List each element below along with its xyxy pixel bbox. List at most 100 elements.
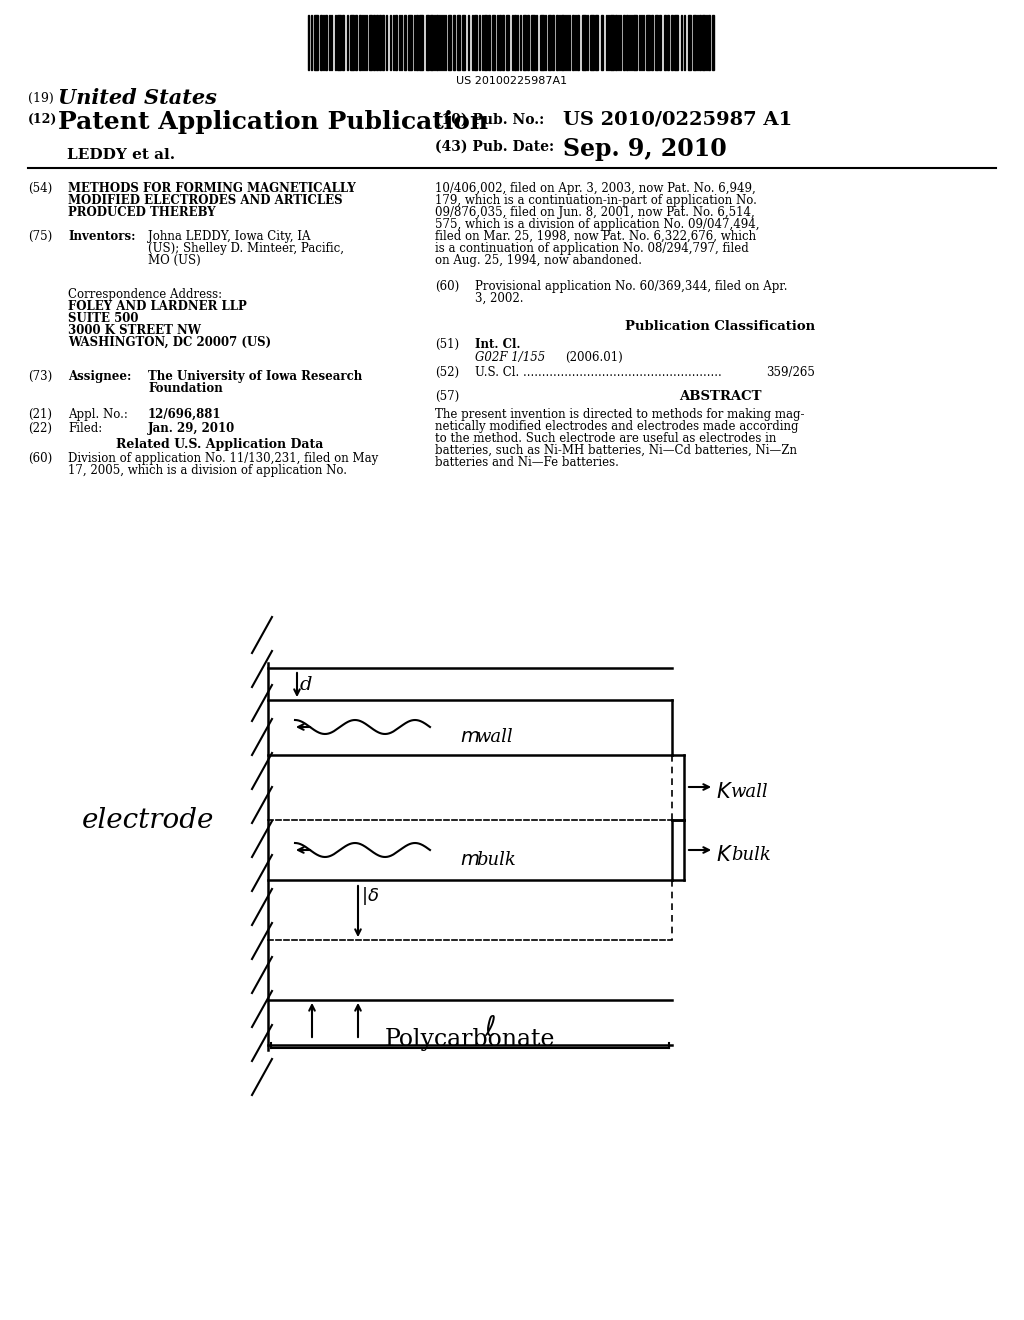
Text: $m$: $m$ <box>460 851 479 869</box>
Text: (75): (75) <box>28 230 52 243</box>
Bar <box>582 15 586 70</box>
Text: (73): (73) <box>28 370 52 383</box>
Bar <box>527 15 529 70</box>
Bar <box>376 15 378 70</box>
Bar <box>408 15 412 70</box>
Bar <box>659 15 662 70</box>
Bar <box>506 15 509 70</box>
Bar <box>430 15 433 70</box>
Text: MODIFIED ELECTRODES AND ARTICLES: MODIFIED ELECTRODES AND ARTICLES <box>68 194 343 207</box>
Bar <box>626 15 628 70</box>
Text: U.S. Cl. .....................................................: U.S. Cl. ...............................… <box>475 366 722 379</box>
Text: d: d <box>300 676 312 694</box>
Text: The present invention is directed to methods for making mag-: The present invention is directed to met… <box>435 408 805 421</box>
Text: Int. Cl.: Int. Cl. <box>475 338 520 351</box>
Text: 3000 K STREET NW: 3000 K STREET NW <box>68 323 201 337</box>
Bar <box>651 15 653 70</box>
Text: METHODS FOR FORMING MAGNETICALLY: METHODS FOR FORMING MAGNETICALLY <box>68 182 355 195</box>
Bar <box>484 15 487 70</box>
Text: to the method. Such electrode are useful as electrodes in: to the method. Such electrode are useful… <box>435 432 776 445</box>
Text: (60): (60) <box>435 280 459 293</box>
Bar <box>355 15 357 70</box>
Bar <box>552 15 554 70</box>
Bar <box>359 15 361 70</box>
Bar <box>502 15 504 70</box>
Text: Jan. 29, 2010: Jan. 29, 2010 <box>148 422 236 436</box>
Bar <box>462 15 465 70</box>
Text: 09/876,035, filed on Jun. 8, 2001, now Pat. No. 6,514,: 09/876,035, filed on Jun. 8, 2001, now P… <box>435 206 755 219</box>
Text: (51): (51) <box>435 338 459 351</box>
Text: $K$: $K$ <box>716 781 733 803</box>
Bar <box>474 15 477 70</box>
Text: LEDDY et al.: LEDDY et al. <box>67 148 175 162</box>
Text: ABSTRACT: ABSTRACT <box>679 389 761 403</box>
Text: (43) Pub. Date:: (43) Pub. Date: <box>435 140 554 154</box>
Bar <box>548 15 551 70</box>
Text: (57): (57) <box>435 389 459 403</box>
Bar <box>416 15 418 70</box>
Text: 3, 2002.: 3, 2002. <box>475 292 523 305</box>
Bar <box>655 15 658 70</box>
Bar <box>601 15 603 70</box>
Bar <box>702 15 705 70</box>
Bar <box>540 15 544 70</box>
Text: US 2010/0225987 A1: US 2010/0225987 A1 <box>563 110 793 128</box>
Text: 359/265: 359/265 <box>766 366 815 379</box>
Text: $m$: $m$ <box>460 729 479 746</box>
Bar <box>595 15 598 70</box>
Bar <box>708 15 710 70</box>
Bar <box>523 15 526 70</box>
Bar <box>561 15 564 70</box>
Text: The University of Iowa Research: The University of Iowa Research <box>148 370 362 383</box>
Text: is a continuation of application No. 08/294,797, filed: is a continuation of application No. 08/… <box>435 242 749 255</box>
Bar <box>342 15 344 70</box>
Text: Johna LEDDY, Iowa City, IA: Johna LEDDY, Iowa City, IA <box>148 230 310 243</box>
Text: (54): (54) <box>28 182 52 195</box>
Bar <box>623 15 625 70</box>
Text: (12): (12) <box>28 114 57 125</box>
Text: (10) Pub. No.:: (10) Pub. No.: <box>435 114 544 127</box>
Bar <box>514 15 516 70</box>
Bar <box>319 15 322 70</box>
Bar <box>379 15 381 70</box>
Text: Polycarbonate: Polycarbonate <box>385 1028 555 1051</box>
Bar <box>646 15 650 70</box>
Bar <box>671 15 673 70</box>
Text: 179, which is a continuation-in-part of application No.: 179, which is a continuation-in-part of … <box>435 194 757 207</box>
Text: 12/696,881: 12/696,881 <box>148 408 221 421</box>
Bar <box>610 15 614 70</box>
Bar <box>436 15 438 70</box>
Bar <box>325 15 327 70</box>
Text: MO (US): MO (US) <box>148 253 201 267</box>
Text: Filed:: Filed: <box>68 422 102 436</box>
Text: wall: wall <box>731 783 769 801</box>
Text: wall: wall <box>476 729 514 746</box>
Text: Provisional application No. 60/369,344, filed on Apr.: Provisional application No. 60/369,344, … <box>475 280 787 293</box>
Text: bulk: bulk <box>476 851 516 869</box>
Text: Foundation: Foundation <box>148 381 223 395</box>
Text: 10/406,002, filed on Apr. 3, 2003, now Pat. No. 6,949,: 10/406,002, filed on Apr. 3, 2003, now P… <box>435 182 756 195</box>
Text: Patent Application Publication: Patent Application Publication <box>58 110 488 135</box>
Bar <box>674 15 678 70</box>
Text: Correspondence Address:: Correspondence Address: <box>68 288 222 301</box>
Bar <box>457 15 460 70</box>
Bar <box>426 15 429 70</box>
Text: bulk: bulk <box>731 846 771 865</box>
Bar <box>314 15 318 70</box>
Text: Division of application No. 11/130,231, filed on May: Division of application No. 11/130,231, … <box>68 451 378 465</box>
Text: G02F 1/155: G02F 1/155 <box>475 351 545 364</box>
Bar <box>499 15 501 70</box>
Text: (2006.01): (2006.01) <box>565 351 623 364</box>
Bar <box>419 15 423 70</box>
Bar <box>699 15 701 70</box>
Bar <box>369 15 372 70</box>
Text: SUITE 500: SUITE 500 <box>68 312 138 325</box>
Text: batteries, such as Ni-MH batteries, Ni—Cd batteries, Ni—Zn: batteries, such as Ni-MH batteries, Ni—C… <box>435 444 797 457</box>
Bar <box>712 15 714 70</box>
Text: PRODUCED THEREBY: PRODUCED THEREBY <box>68 206 216 219</box>
Text: $K$: $K$ <box>716 845 733 865</box>
Bar <box>337 15 341 70</box>
Bar <box>395 15 397 70</box>
Bar <box>664 15 666 70</box>
Bar <box>350 15 354 70</box>
